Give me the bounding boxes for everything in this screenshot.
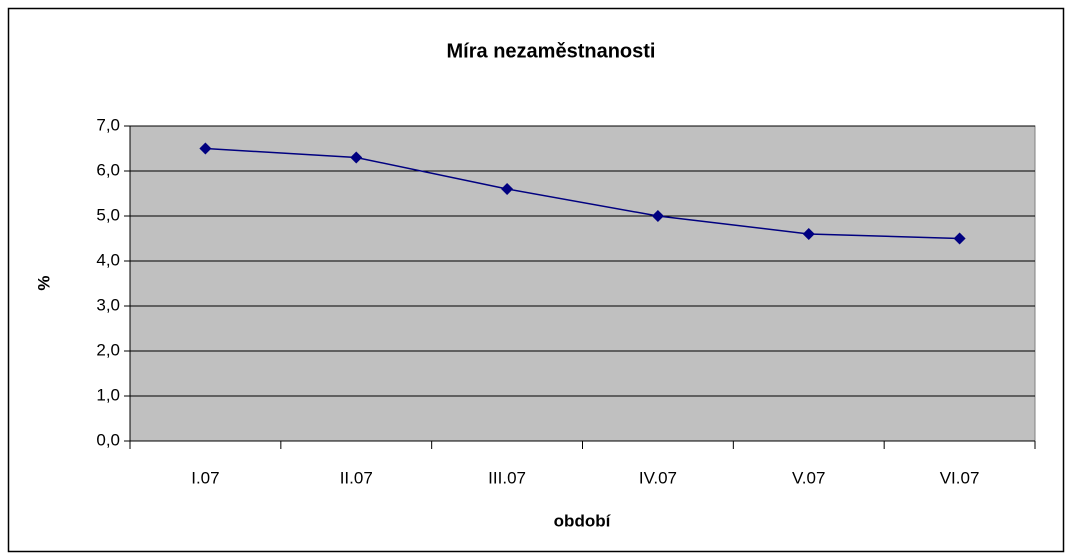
y-tick-label: 2,0 [96,340,120,359]
line [205,147,960,240]
y-tick-label: 4,0 [96,250,120,269]
x-tick-label: I.07 [191,468,219,487]
y-tick-label: 0,0 [96,430,120,449]
x-axis-label: období [554,511,612,530]
x-tick-label: V.07 [792,468,825,487]
marker [501,183,514,195]
y-tick-label: 1,0 [96,385,120,404]
y-tick-label: 6,0 [96,160,120,179]
marker [350,151,363,164]
y-tick-label: 3,0 [96,295,120,314]
x-tick-label: IV.07 [639,468,677,487]
chart-title: Míra nezaměstnanosti [447,40,656,62]
plot-area [129,125,1036,442]
x-tick-label: II.07 [340,468,373,487]
marker [651,210,664,222]
x-tick-label: III.07 [488,468,526,487]
y-tick-label: 5,0 [96,205,120,224]
marker [953,232,966,245]
x-tick-label: VI.07 [940,468,980,487]
marker [802,228,815,240]
y-axis-label: % [34,275,53,290]
marker [199,142,212,155]
y-tick-label: 7,0 [96,115,120,134]
